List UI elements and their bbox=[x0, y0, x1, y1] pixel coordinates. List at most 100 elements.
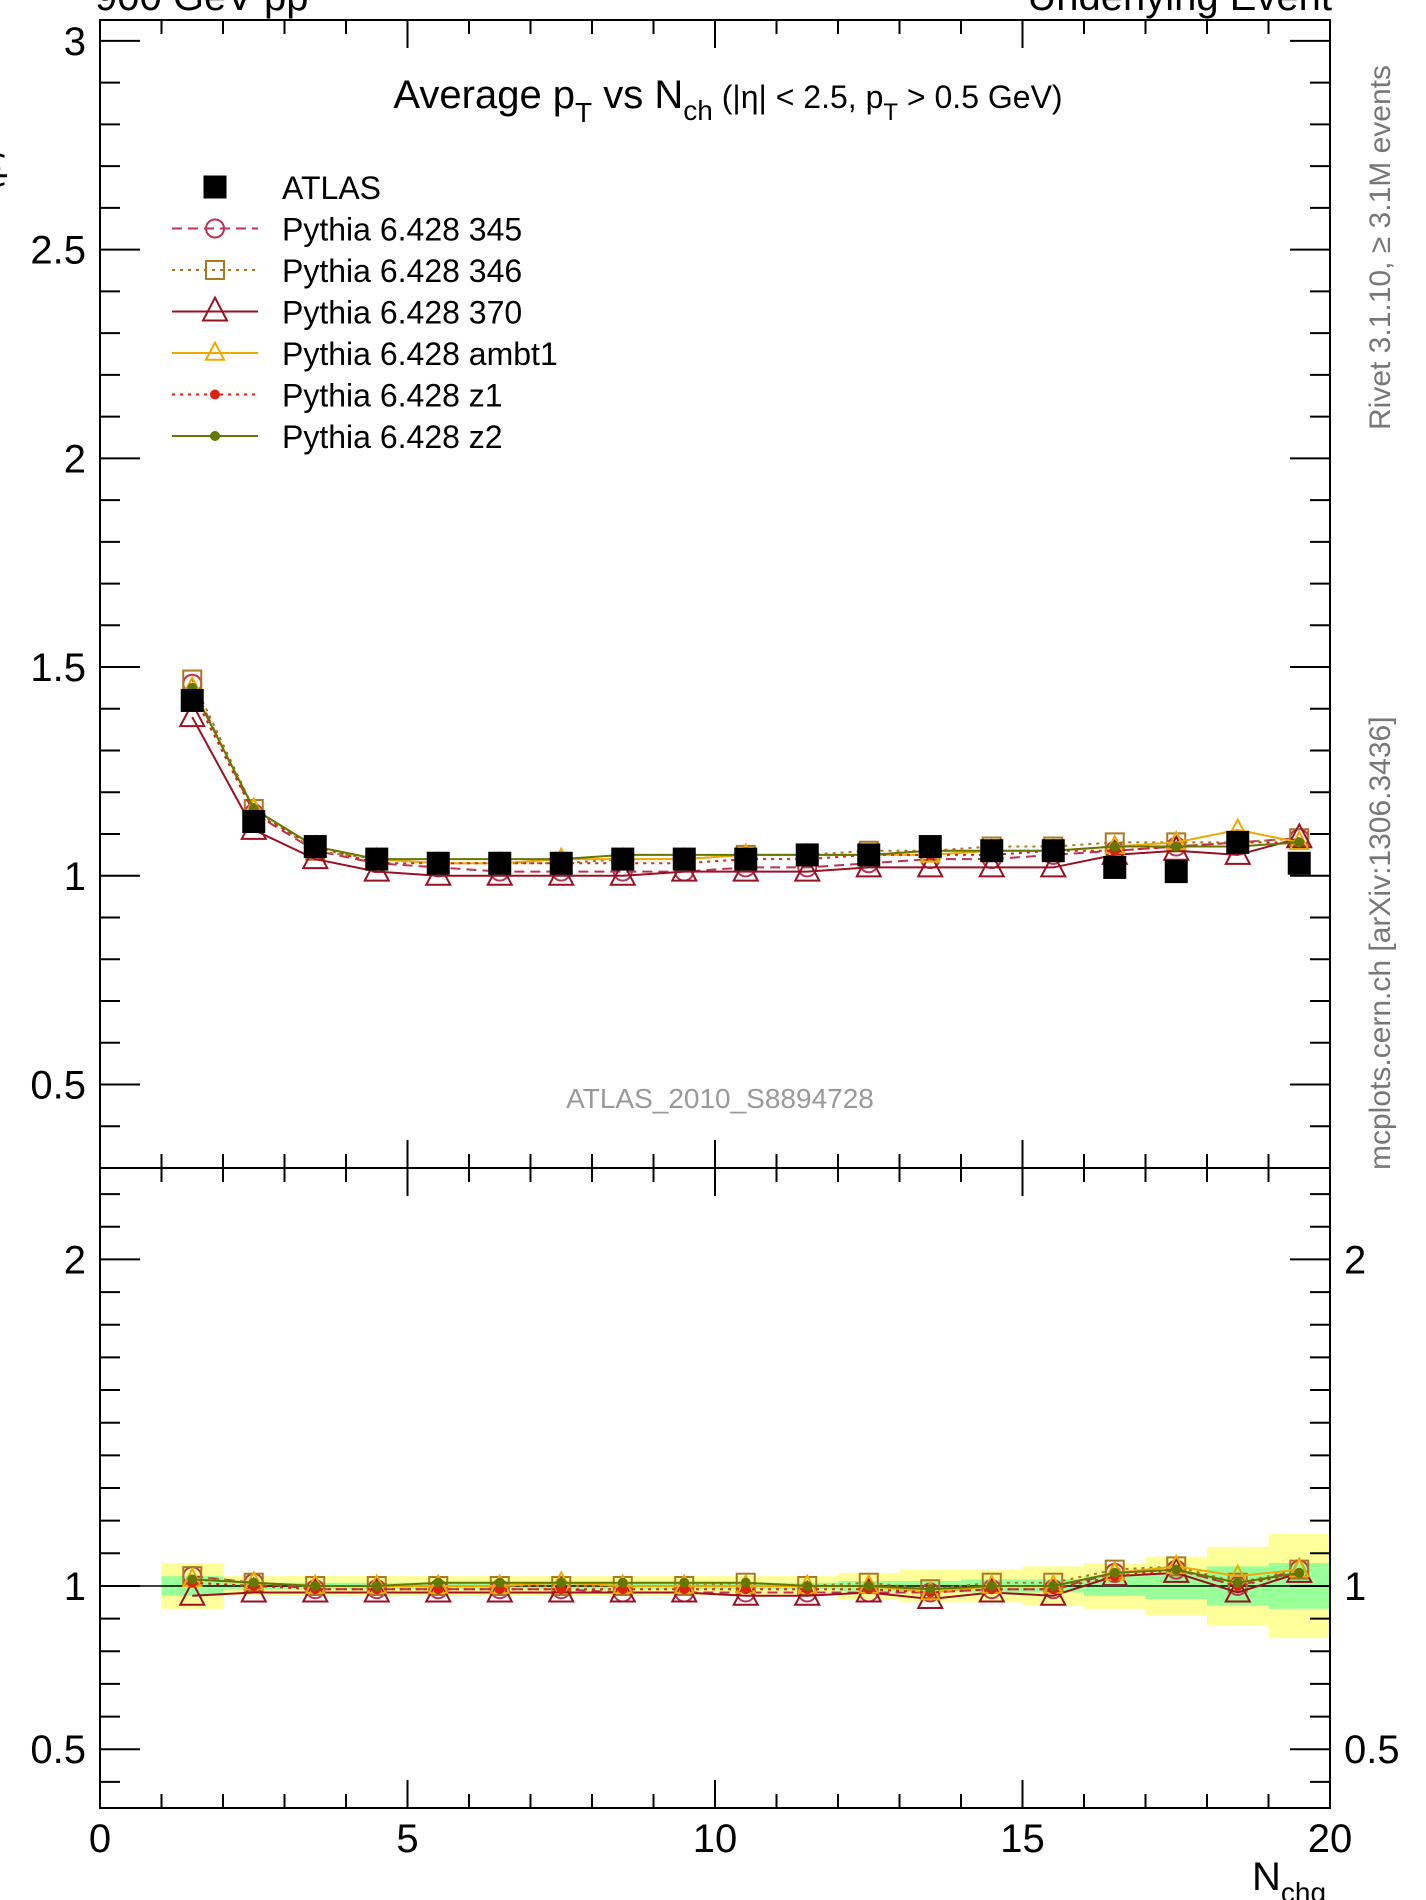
series-layer bbox=[178, 669, 1313, 1610]
data-point-marker bbox=[1171, 1564, 1182, 1575]
data-point-marker bbox=[1224, 1576, 1252, 1603]
x-axis-label-sub: chg bbox=[1281, 1877, 1326, 1900]
data-point-marker bbox=[494, 1577, 505, 1588]
data-point-marker bbox=[609, 859, 637, 886]
process-label: Underlying Event bbox=[1027, 0, 1332, 19]
y-tick-label: 1.5 bbox=[30, 646, 86, 690]
mcplots-ref-label: mcplots.cern.ch [arXiv:1306.3436] bbox=[1364, 716, 1397, 1170]
title-sub-1: T bbox=[575, 97, 592, 128]
data-point-marker bbox=[918, 835, 942, 859]
data-point-marker bbox=[178, 701, 206, 728]
ratio-y-tick-label: 0.5 bbox=[30, 1728, 86, 1772]
data-point-marker bbox=[371, 1580, 382, 1591]
data-point-marker bbox=[178, 1579, 206, 1606]
x-axis-label-main: N bbox=[1252, 1855, 1281, 1899]
x-axis-label: Nchg bbox=[1252, 1855, 1326, 1900]
legend: ATLAS Pythia 6.428 345 Pythia 6.428 346 Pyt… bbox=[172, 170, 558, 455]
y-tick-label: 2.5 bbox=[30, 229, 86, 273]
data-point-marker bbox=[802, 1580, 813, 1591]
data-point-marker bbox=[1294, 1567, 1305, 1578]
data-point-marker bbox=[205, 260, 225, 280]
data-point-marker bbox=[433, 1577, 444, 1588]
rivet-info-label: Rivet 3.1.10, ≥ 3.1M events bbox=[1364, 65, 1397, 430]
data-point-marker bbox=[1109, 841, 1120, 852]
data-point-marker bbox=[795, 843, 819, 867]
data-point-marker bbox=[916, 1583, 944, 1610]
axes-frame: 0 5 10 15 20 0.5 1 1.5 2 2.5 3 0.5 0.5 1 1 2 2 bbox=[30, 19, 1400, 1861]
y-tick-label: 2 bbox=[64, 437, 86, 481]
data-point-marker bbox=[180, 688, 204, 712]
data-point-marker bbox=[1164, 860, 1188, 884]
data-point-marker bbox=[556, 1577, 567, 1588]
data-point-marker bbox=[611, 847, 635, 871]
data-point-marker bbox=[857, 843, 881, 867]
data-point-marker bbox=[679, 1577, 690, 1588]
data-point-marker bbox=[1109, 1567, 1120, 1578]
data-point-marker bbox=[1103, 855, 1127, 879]
ratio-y-tick-label-right: 2 bbox=[1344, 1238, 1366, 1282]
data-point-marker bbox=[1171, 841, 1182, 852]
y-tick-label: 1 bbox=[64, 855, 86, 899]
data-point-marker bbox=[201, 295, 229, 322]
data-point-marker bbox=[426, 851, 450, 875]
y-tick-label: 0.5 bbox=[30, 1064, 86, 1108]
data-point-marker bbox=[980, 839, 1004, 863]
y-axis-label: ⟨p⟩ bbox=[0, 147, 8, 192]
data-point-marker bbox=[242, 810, 266, 834]
analysis-watermark: ATLAS_2010_S8894728 bbox=[566, 1083, 874, 1114]
data-point-marker bbox=[310, 1580, 321, 1591]
data-point-marker bbox=[672, 847, 696, 871]
legend-label: Pythia 6.428 z1 bbox=[282, 378, 503, 414]
data-point-marker bbox=[549, 851, 573, 875]
data-point-marker bbox=[204, 340, 226, 361]
data-point-marker bbox=[1048, 1580, 1059, 1591]
ratio-y-tick-label-right: 1 bbox=[1344, 1565, 1366, 1609]
data-point-marker bbox=[1039, 851, 1067, 878]
data-point-marker bbox=[203, 175, 227, 199]
legend-label: Pythia 6.428 345 bbox=[282, 212, 522, 248]
data-point-marker bbox=[740, 1577, 751, 1588]
data-point-marker bbox=[1041, 839, 1065, 863]
data-point-marker bbox=[793, 855, 821, 882]
title-sub-3: T bbox=[883, 99, 898, 126]
data-point-marker bbox=[986, 1580, 997, 1591]
data-point-marker bbox=[205, 218, 225, 239]
data-point-marker bbox=[210, 389, 220, 400]
legend-label: Pythia 6.428 z2 bbox=[282, 419, 503, 455]
data-point-marker bbox=[187, 1574, 198, 1585]
x-tick-label: 0 bbox=[89, 1817, 111, 1861]
data-point-marker bbox=[734, 847, 758, 871]
data-point-marker bbox=[365, 847, 389, 871]
data-point-marker bbox=[1232, 1577, 1243, 1588]
y-tick-label: 3 bbox=[64, 20, 86, 64]
data-point-marker bbox=[1294, 837, 1305, 848]
plot-title: Average pT vs Nch (|η| < 2.5, pT > 0.5 G… bbox=[393, 73, 1062, 128]
legend-label: ATLAS bbox=[282, 170, 381, 206]
data-point-marker bbox=[303, 835, 327, 859]
energy-label: 900 GeV pp bbox=[95, 0, 309, 19]
x-tick-label: 15 bbox=[1000, 1817, 1045, 1861]
data-point-marker bbox=[1287, 851, 1311, 875]
data-point-marker bbox=[925, 1584, 936, 1595]
x-tick-label: 10 bbox=[693, 1817, 738, 1861]
x-tick-label: 5 bbox=[396, 1817, 418, 1861]
ratio-y-tick-label: 2 bbox=[64, 1238, 86, 1282]
legend-label: Pythia 6.428 346 bbox=[282, 253, 522, 289]
data-point-marker bbox=[863, 1580, 874, 1591]
data-point-marker bbox=[210, 431, 220, 441]
data-point-marker bbox=[248, 1577, 259, 1588]
title-part-1: Average p bbox=[393, 73, 575, 117]
data-point-marker bbox=[488, 851, 512, 875]
legend-label: Pythia 6.428 ambt1 bbox=[282, 336, 558, 372]
data-point-marker bbox=[617, 1577, 628, 1588]
data-point-marker bbox=[1226, 830, 1250, 854]
ratio-y-tick-label-right: 0.5 bbox=[1344, 1728, 1400, 1772]
title-part-4: > 0.5 GeV) bbox=[898, 79, 1063, 115]
legend-label: Pythia 6.428 370 bbox=[282, 295, 522, 331]
data-point-marker bbox=[978, 851, 1006, 878]
title-part-2: vs N bbox=[592, 73, 683, 117]
title-part-3: (|η| < 2.5, p bbox=[713, 79, 884, 115]
x-tick-label: 20 bbox=[1308, 1817, 1353, 1861]
data-point-marker bbox=[916, 851, 944, 878]
